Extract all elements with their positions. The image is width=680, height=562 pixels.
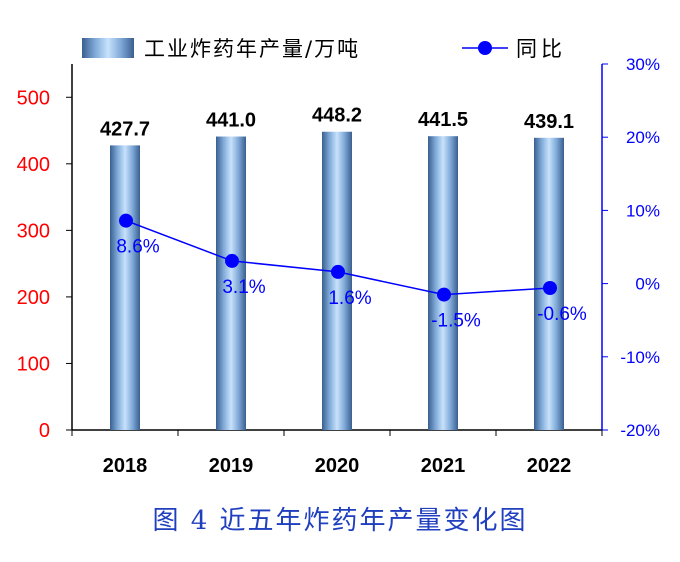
line-data-label: -0.6% — [537, 304, 587, 325]
bar — [216, 136, 246, 430]
axes: 0 100 200 300 400 500 -20% -10% 0% 10% 20% 30% 2018 2… — [17, 55, 660, 477]
figure-caption: 图 4 近五年炸药年产量变化图 — [152, 506, 528, 536]
line-data-label: 3.1% — [222, 277, 265, 298]
legend-bar-swatch — [82, 38, 134, 58]
line-data-label: 1.6% — [328, 288, 371, 309]
x-tick-label: 2020 — [315, 455, 360, 477]
legend-bar-label: 工业炸药年产量/万吨 — [144, 37, 360, 61]
line-data-label: -1.5% — [431, 311, 481, 332]
x-tick-label: 2019 — [209, 455, 254, 477]
bar — [110, 145, 140, 431]
y-right-tick-label: 20% — [626, 128, 660, 147]
line-point — [331, 264, 345, 279]
bar — [322, 131, 352, 430]
y-right-tick-label: -20% — [620, 421, 660, 440]
y-right-tick-label: 30% — [626, 55, 660, 74]
y-right-tick-label: 10% — [626, 201, 660, 220]
line-point — [119, 213, 133, 228]
line-point — [225, 253, 239, 268]
y-left-tick-label: 100 — [17, 353, 50, 375]
line-point — [437, 287, 451, 302]
line-point — [543, 280, 557, 295]
x-tick-label: 2018 — [103, 455, 148, 477]
y-left-tick-label: 500 — [17, 87, 50, 109]
line-data-label: 8.6% — [116, 237, 159, 258]
y-left-tick-label: 400 — [17, 154, 50, 176]
y-right-tick-label: 0% — [635, 275, 660, 294]
y-left-tick-label: 200 — [17, 287, 50, 309]
bar-data-label: 441.0 — [206, 110, 256, 132]
y-right-tick-label: -10% — [620, 348, 660, 367]
legend-line-label: 同比 — [516, 37, 566, 61]
line-series: 8.6% 3.1% 1.6% -1.5% -0.6% — [116, 213, 587, 332]
chart: 0 100 200 300 400 500 -20% -10% 0% 10% 20% 30% 2018 2… — [17, 37, 660, 477]
bar-data-label: 427.7 — [100, 118, 150, 140]
bar — [428, 136, 458, 430]
y-left-tick-label: 300 — [17, 220, 50, 242]
y-left-tick-label: 0 — [39, 420, 50, 442]
bar-data-label: 441.5 — [418, 109, 468, 131]
bar-data-label: 439.1 — [524, 111, 574, 133]
legend-line-marker — [478, 41, 492, 55]
bar-data-label: 448.2 — [312, 105, 362, 127]
legend: 工业炸药年产量/万吨 同比 — [82, 37, 566, 61]
x-tick-label: 2021 — [421, 455, 466, 477]
x-tick-label: 2022 — [527, 455, 572, 477]
